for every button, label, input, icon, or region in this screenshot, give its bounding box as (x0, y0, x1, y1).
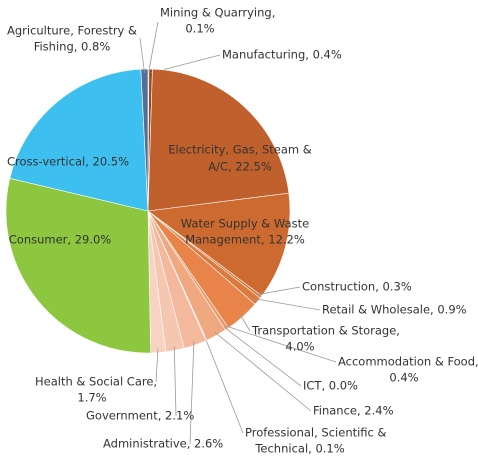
slice-label: Accommodation & Food, (338, 355, 478, 369)
slice-label: Cross-vertical, 20.5% (7, 155, 129, 169)
slice-label: Mining & Quarrying, (160, 6, 275, 20)
leader-line (239, 313, 251, 332)
slice-label: ICT, 0.0% (303, 379, 358, 393)
slice-label: A/C, 22.5% (208, 160, 272, 174)
slice-label: Government, 2.1% (86, 409, 194, 423)
slice-label: Fishing, 0.8% (34, 40, 111, 54)
pie-slice (147, 192, 291, 297)
leader-line (148, 21, 159, 74)
slice-label: Transportation & Storage, (251, 324, 400, 338)
pie-slice (9, 68, 149, 212)
slice-label: Agriculture, Forestry & (7, 24, 137, 38)
leader-line (254, 298, 321, 311)
slice-label: Retail & Wholesale, 0.9% (322, 303, 467, 317)
slice-label: Finance, 2.4% (313, 404, 394, 418)
slice-label: Construction, 0.3% (302, 280, 412, 294)
slice-label: Manufacturing, 0.4% (222, 48, 342, 62)
pie-slice (5, 177, 151, 354)
slice-label: Management, 12.2% (185, 233, 305, 247)
leader-line (139, 37, 145, 74)
slice-label: 0.1% (185, 22, 214, 36)
slice-label: Health & Social Care, (35, 375, 157, 389)
leader-line (173, 346, 177, 417)
leader-line (223, 326, 302, 387)
slice-label: Consumer, 29.0% (9, 233, 112, 247)
pie-slice (147, 68, 290, 212)
slice-label: 4.0% (285, 340, 314, 354)
slice-label: Professional, Scientific & (245, 426, 387, 440)
leader-line (214, 331, 312, 412)
slice-label: Technical, 0.1% (254, 442, 344, 456)
leader-line (204, 336, 244, 434)
slice-label: 1.7% (77, 391, 106, 405)
pie-slice (140, 68, 149, 212)
leader-line (155, 348, 159, 383)
leader-line (257, 286, 301, 295)
slice-label: 0.4% (389, 371, 418, 385)
slice-label: Administrative, 2.6% (103, 437, 223, 451)
leader-line (224, 325, 337, 363)
slice-label: Electricity, Gas, Steam & (168, 143, 311, 157)
leader-line (189, 341, 195, 445)
slice-label: Water Supply & Waste (181, 217, 309, 231)
